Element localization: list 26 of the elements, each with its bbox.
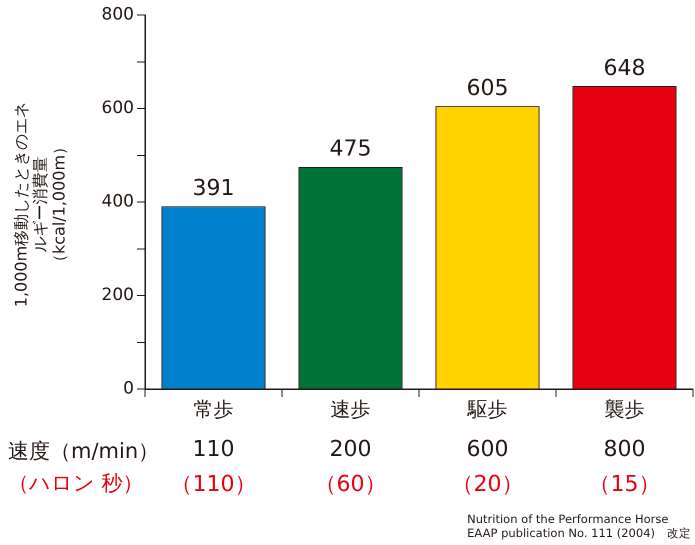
data-label: 391 bbox=[192, 176, 234, 201]
text: （60） bbox=[314, 471, 388, 499]
text: 200 bbox=[328, 437, 372, 462]
text: （ハロン 秒） bbox=[8, 470, 144, 497]
data-label: 605 bbox=[466, 76, 508, 101]
data-label: 475 bbox=[330, 136, 372, 162]
text: 速度（m/min） bbox=[8, 438, 160, 465]
x-tick-label: 駆歩 bbox=[466, 397, 508, 422]
text: （110） bbox=[170, 471, 258, 499]
text: EAAP publication No. 111 (2004) 改定 bbox=[467, 526, 691, 540]
text: （15） bbox=[588, 471, 662, 499]
y-tick-label: 600 bbox=[102, 98, 134, 118]
y-tick-label: 0 bbox=[123, 378, 134, 398]
text: （20） bbox=[450, 471, 524, 499]
y-tick-label: 200 bbox=[102, 284, 134, 305]
y-axis-title: 1,000m移動したときのエネルギー消費量（kcal/1,000m） bbox=[12, 100, 68, 310]
x-tick-label: 速歩 bbox=[330, 397, 370, 422]
y-tick-label: 800 bbox=[102, 4, 134, 24]
x-tick-label: 襲歩 bbox=[604, 397, 644, 422]
text: 110 bbox=[192, 437, 234, 462]
y-tick-label: 400 bbox=[102, 191, 134, 212]
data-label: 648 bbox=[604, 56, 646, 81]
text: 800 bbox=[602, 437, 646, 462]
x-tick-label: 常歩 bbox=[194, 397, 234, 422]
text: Nutrition of the Performance Horse bbox=[467, 512, 670, 526]
text: 600 bbox=[466, 437, 510, 462]
